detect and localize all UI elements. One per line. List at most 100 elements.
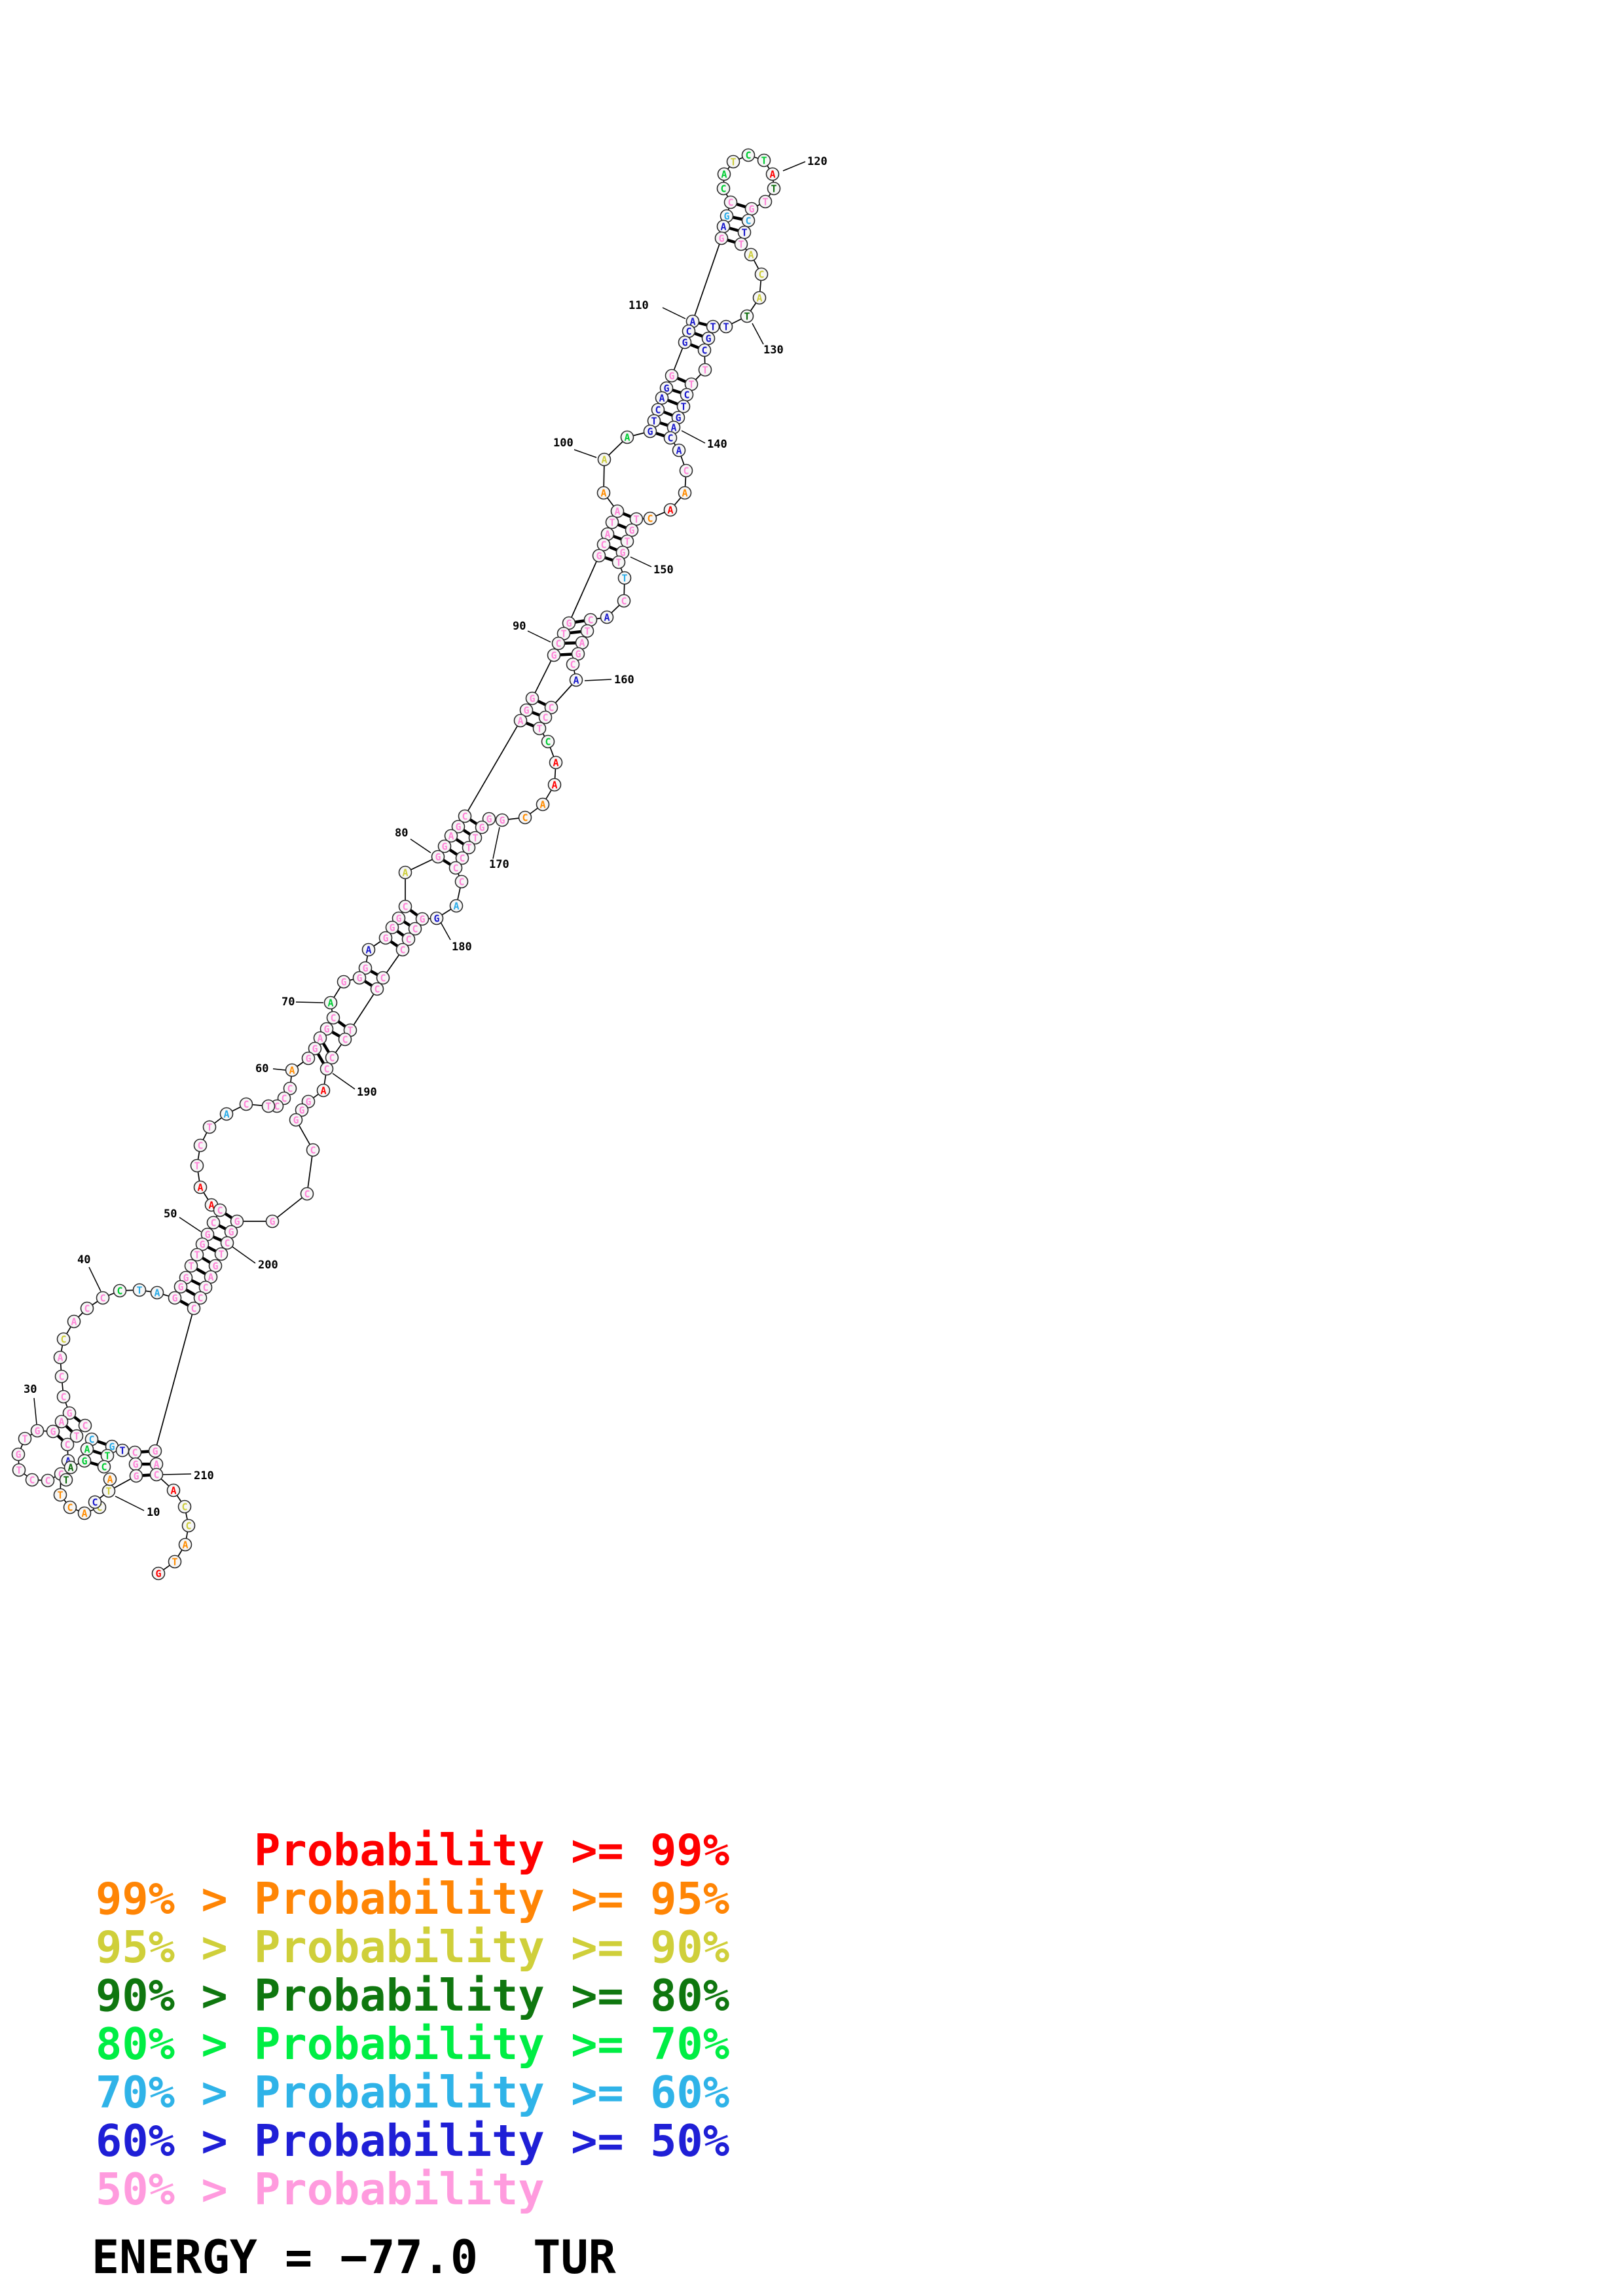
nucleotide-letter: G — [133, 1471, 139, 1482]
nucleotide-circle — [220, 1236, 234, 1250]
position-label: 50 — [164, 1208, 177, 1221]
nucleotide-circle — [149, 1467, 164, 1482]
nucleotide-circle — [187, 1301, 201, 1316]
nucleotide-letter: A — [721, 169, 727, 181]
nucleotide-letter: G — [305, 1096, 311, 1108]
label-leader-line — [272, 1068, 286, 1071]
nucleotide-letter: C — [667, 433, 673, 444]
nucleotide-circle — [151, 1566, 166, 1581]
nucleotide-circle — [597, 452, 611, 467]
nucleotide-letter: G — [299, 1105, 304, 1117]
nucleotide-letter: C — [720, 183, 726, 195]
nucleotide-letter: T — [560, 628, 566, 640]
nucleotide-circle — [56, 1390, 71, 1404]
nucleotide-letter: G — [109, 1441, 115, 1453]
nucleotide-letter: T — [723, 321, 729, 333]
nucleotide-letter: A — [67, 1462, 73, 1474]
nucleotide-circle — [64, 1460, 78, 1475]
nucleotide-circle — [719, 319, 733, 334]
nucleotide-circle — [448, 861, 463, 875]
backbone-line — [272, 1193, 308, 1222]
nucleotide-letter: C — [181, 1501, 187, 1513]
nucleotide-circle — [392, 911, 406, 925]
nucleotide-letter: C — [647, 513, 653, 525]
position-label: 200 — [258, 1259, 278, 1272]
nucleotide-circle — [758, 194, 773, 209]
nucleotide-circle — [214, 1247, 228, 1261]
nucleotide-letter: C — [60, 1391, 66, 1403]
label-leader-line — [295, 1001, 324, 1003]
nucleotide-circle — [337, 975, 351, 989]
nucleotide-letter: A — [448, 831, 454, 842]
nucleotide-letter: G — [293, 1115, 299, 1126]
nucleotide-letter: C — [287, 1083, 293, 1095]
label-leader-line — [440, 922, 451, 941]
label-leader-line — [574, 449, 597, 458]
nucleotide-letter: A — [453, 901, 459, 912]
nucleotide-letter: G — [172, 1293, 177, 1304]
nucleotide-letter: G — [34, 1426, 40, 1437]
nucleotide-letter: C — [758, 269, 764, 281]
position-label: 120 — [807, 155, 828, 168]
nucleotide-circle — [716, 181, 731, 196]
nucleotide-circle — [611, 555, 626, 569]
position-label: 140 — [707, 438, 727, 451]
nucleotide-circle — [77, 1506, 92, 1520]
nucleotide-letter: A — [604, 529, 610, 541]
nucleotide-letter: G — [419, 914, 425, 925]
nucleotide-circle — [462, 840, 476, 855]
backbone-line — [306, 1149, 314, 1194]
nucleotide-letter: T — [119, 1445, 125, 1457]
nucleotide-letter: A — [604, 612, 610, 624]
nucleotide-letter: G — [50, 1426, 56, 1438]
nucleotide-circle — [723, 195, 738, 209]
nucleotide-letter: G — [499, 815, 505, 827]
nucleotide-letter: C — [655, 404, 661, 416]
nucleotide-letter: C — [542, 712, 548, 724]
nucleotide-letter: C — [132, 1447, 137, 1459]
nucleotide-circle — [437, 839, 452, 853]
nucleotide-circle — [697, 343, 712, 357]
nucleotide-circle — [541, 734, 555, 749]
nucleotide-circle — [352, 971, 367, 985]
nucleotide-letter: A — [624, 432, 630, 444]
nucleotide-circle — [319, 1062, 334, 1076]
nucleotide-circle — [468, 831, 483, 845]
nucleotide-circle — [193, 1138, 208, 1153]
nucleotide-letter: A — [57, 1352, 63, 1364]
nucleotide-letter: C — [555, 638, 561, 650]
legend-row-8: 50% > Probability — [96, 2164, 545, 2215]
nucleotide-letter: G — [596, 550, 602, 562]
nucleotide-letter: C — [412, 924, 418, 935]
backbone-line — [568, 555, 600, 624]
nucleotide-circle — [289, 1113, 303, 1127]
nucleotide-circle — [752, 291, 767, 305]
nucleotide-circle — [398, 899, 412, 914]
nucleotide-letter: C — [60, 1334, 66, 1346]
label-leader-line — [492, 827, 500, 859]
nucleotide-circle — [168, 1291, 182, 1305]
nucleotide-letter: T — [536, 723, 542, 735]
nucleotide-letter: G — [441, 841, 447, 853]
nucleotide-circle — [643, 424, 657, 439]
label-leader-line — [179, 1217, 202, 1232]
nucleotide-circle — [538, 710, 553, 725]
nucleotide-letter: C — [587, 615, 593, 626]
nucleotide-letter: C — [329, 1052, 335, 1064]
nucleotide-letter: T — [104, 1450, 110, 1462]
nucleotide-letter: G — [647, 426, 653, 438]
nucleotide-circle — [571, 647, 585, 661]
nucleotide-circle — [63, 1500, 77, 1515]
nucleotide-circle — [11, 1447, 26, 1462]
nucleotide-circle — [181, 1518, 196, 1533]
nucleotide-letter: G — [356, 973, 362, 984]
nucleotide-letter: T — [136, 1285, 142, 1297]
nucleotide-letter: G — [668, 370, 674, 382]
nucleotide-letter: A — [517, 715, 523, 727]
nucleotide-letter: A — [402, 867, 408, 879]
nucleotide-circle — [672, 443, 686, 457]
nucleotide-circle — [757, 153, 771, 168]
nucleotide-circle — [338, 1032, 352, 1047]
nucleotide-circle — [408, 922, 422, 936]
nucleotide-circle — [551, 636, 566, 651]
